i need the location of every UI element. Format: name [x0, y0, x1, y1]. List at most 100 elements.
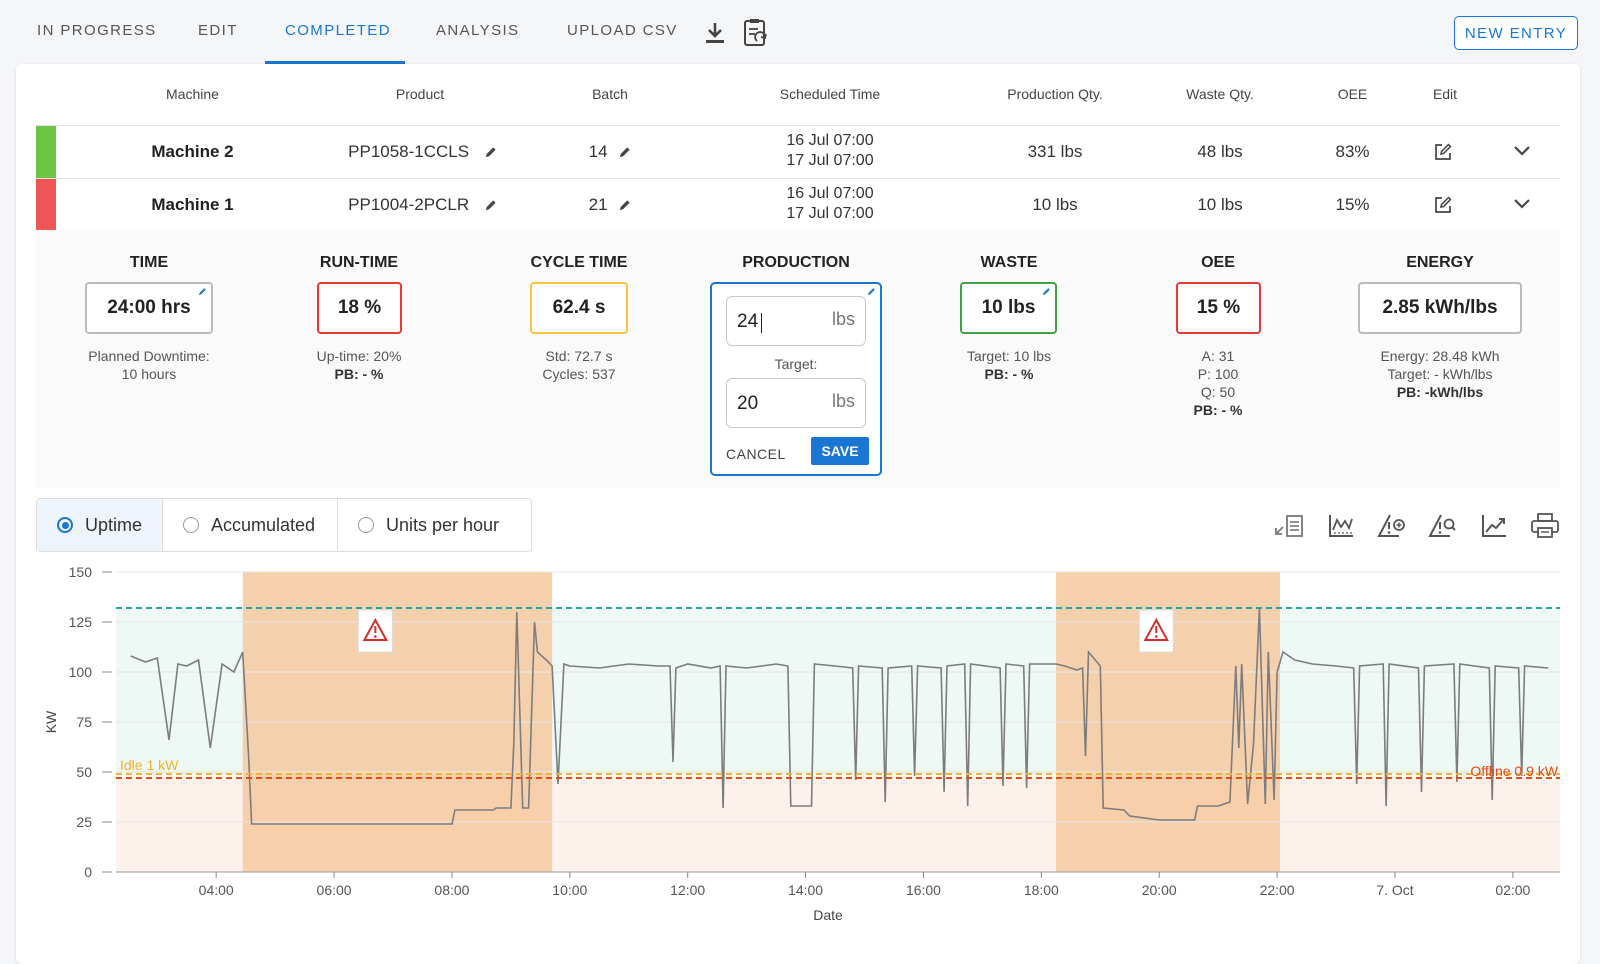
- x-tick-label: 06:00: [317, 882, 352, 898]
- waste-qty: 48 lbs: [1197, 142, 1243, 161]
- radio-button-selected: [57, 517, 73, 533]
- edit-pencil-icon[interactable]: [1042, 287, 1051, 296]
- divider: [36, 178, 1560, 179]
- uptime-text: Up-time: 20%: [316, 348, 402, 364]
- x-tick-label: 02:00: [1495, 882, 1530, 898]
- edit-pencil-icon[interactable]: [484, 146, 497, 159]
- header-scheduled-time[interactable]: Scheduled Time: [779, 86, 881, 102]
- header-production-qty[interactable]: Production Qty.: [1007, 86, 1103, 102]
- chevron-down-icon[interactable]: [1513, 145, 1531, 157]
- runtime-sub: Up-time: 20% PB: - %: [274, 347, 444, 383]
- edit-row-icon[interactable]: [1433, 195, 1453, 215]
- runtime-title: RUN-TIME: [319, 254, 399, 271]
- production-input-value: 24: [737, 311, 759, 332]
- oee-availability: A: 31: [1201, 348, 1235, 364]
- planned-downtime-value: 10 hours: [121, 366, 177, 382]
- runtime-pb: PB: - %: [334, 366, 384, 382]
- waste-pb: PB: - %: [984, 366, 1034, 382]
- radio-label: Accumulated: [211, 514, 316, 535]
- target-input[interactable]: 20 lbs: [726, 378, 866, 428]
- warning-icon-dot: [1154, 635, 1158, 638]
- waste-sub: Target: 10 lbs PB: - %: [924, 347, 1094, 383]
- alert-search-icon[interactable]: [1428, 512, 1458, 540]
- tab-edit[interactable]: EDIT: [198, 22, 238, 39]
- trend-icon[interactable]: [1480, 512, 1508, 540]
- alert-add-icon[interactable]: [1377, 512, 1407, 540]
- edit-pencil-icon[interactable]: [484, 199, 497, 212]
- chevron-down-icon[interactable]: [1513, 198, 1531, 210]
- header-machine[interactable]: Machine: [166, 86, 219, 102]
- edit-pencil-icon[interactable]: [867, 287, 876, 296]
- header-waste-qty[interactable]: Waste Qty.: [1186, 86, 1254, 102]
- cycles-text: Cycles: 537: [542, 366, 616, 382]
- legend-icon[interactable]: [1274, 512, 1304, 540]
- radio-units-per-hour[interactable]: Units per hour: [338, 499, 528, 551]
- y-tick-label: 75: [76, 714, 92, 730]
- tab-analysis[interactable]: ANALYSIS: [436, 22, 520, 39]
- oee-quality: Q: 50: [1200, 384, 1236, 400]
- oee-value: 15%: [1335, 195, 1370, 214]
- edit-row-icon[interactable]: [1433, 142, 1453, 162]
- energy-title: ENERGY: [1406, 254, 1474, 271]
- new-entry-button[interactable]: NEW ENTRY: [1454, 16, 1578, 50]
- tab-in-progress[interactable]: IN PROGRESS: [37, 22, 157, 39]
- save-button[interactable]: SAVE: [811, 437, 869, 465]
- production-input[interactable]: 24 lbs: [726, 296, 866, 346]
- y-axis-title: KW: [43, 710, 59, 733]
- target-unit: lbs: [831, 391, 855, 411]
- cycle-value: 62.4 s: [552, 297, 606, 318]
- header-oee[interactable]: OEE: [1337, 86, 1368, 102]
- edit-pencil-icon[interactable]: [618, 146, 631, 159]
- radio-uptime[interactable]: Uptime: [37, 499, 163, 551]
- time-title: TIME: [129, 254, 169, 271]
- radio-label: Uptime: [85, 514, 143, 535]
- download-icon[interactable]: [703, 20, 727, 46]
- header-product[interactable]: Product: [395, 86, 445, 102]
- cycle-title: CYCLE TIME: [530, 254, 628, 271]
- scheduled-time: 16 Jul 07:00 17 Jul 07:00: [745, 131, 915, 171]
- idle-threshold-label: Idle 1 kW: [120, 757, 179, 773]
- radio-button: [183, 517, 199, 533]
- refresh-list-icon[interactable]: [743, 18, 769, 48]
- runtime-box: 18 %: [317, 282, 402, 334]
- target-input-value: 20: [737, 393, 759, 414]
- power-series-line: [130, 607, 1549, 825]
- print-icon[interactable]: [1530, 512, 1560, 540]
- edit-pencil-icon[interactable]: [618, 199, 631, 212]
- active-tab-indicator: [265, 61, 405, 64]
- x-tick-label: 08:00: [434, 882, 469, 898]
- machine-name: Machine 1: [151, 195, 234, 214]
- product-cell: PP1004-2PCLR: [330, 195, 515, 215]
- x-tick-label: 22:00: [1260, 882, 1295, 898]
- cycle-sub: Std: 72.7 s Cycles: 537: [494, 347, 664, 383]
- time-box[interactable]: 24:00 hrs: [85, 282, 213, 334]
- x-tick-label: 04:00: [199, 882, 234, 898]
- cancel-button[interactable]: CANCEL: [726, 446, 786, 462]
- time-value: 24:00 hrs: [107, 297, 191, 318]
- offline-threshold-label: Offline 0.9 kW: [1470, 763, 1558, 779]
- production-qty: 10 lbs: [1032, 195, 1078, 214]
- status-indicator: [36, 179, 56, 231]
- header-batch[interactable]: Batch: [592, 86, 628, 102]
- tab-upload-csv[interactable]: UPLOAD CSV: [567, 22, 678, 39]
- std-text: Std: 72.7 s: [545, 348, 613, 364]
- chart-area-icon[interactable]: [1327, 512, 1355, 540]
- y-tick-label: 25: [76, 814, 92, 830]
- production-title: PRODUCTION: [742, 254, 850, 271]
- waste-box[interactable]: 10 lbs: [960, 282, 1057, 334]
- text-cursor: [761, 313, 762, 333]
- y-tick-label: 150: [69, 564, 93, 580]
- production-edit-panel: 24 lbs Target: 20 lbs CANCEL SAVE: [710, 282, 882, 476]
- oee-box: 15 %: [1176, 282, 1261, 334]
- scheduled-time: 16 Jul 07:00 17 Jul 07:00: [745, 184, 915, 224]
- x-tick-label: 16:00: [906, 882, 941, 898]
- status-indicator: [36, 126, 56, 178]
- waste-value: 10 lbs: [981, 297, 1036, 318]
- edit-pencil-icon[interactable]: [198, 287, 207, 296]
- batch-cell: 21: [570, 195, 650, 215]
- x-tick-label: 20:00: [1142, 882, 1177, 898]
- warning-icon: [1143, 617, 1169, 641]
- tab-completed[interactable]: COMPLETED: [285, 22, 391, 39]
- divider: [36, 125, 1560, 126]
- radio-accumulated[interactable]: Accumulated: [163, 499, 338, 551]
